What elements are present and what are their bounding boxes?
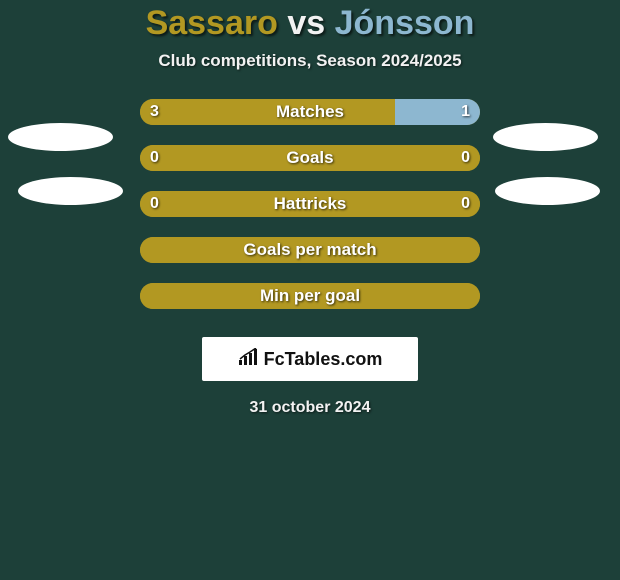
- bar-track: [140, 283, 480, 309]
- bar-left-fill: [140, 191, 480, 217]
- bar-track: [140, 237, 480, 263]
- chart-icon: [238, 348, 260, 371]
- title-vs: vs: [287, 4, 325, 42]
- page-title: Sassaro vs Jónsson: [0, 4, 620, 43]
- bar-track: [140, 99, 480, 125]
- decorative-ellipse: [493, 123, 598, 151]
- stat-row: Min per goal: [0, 283, 620, 329]
- comparison-card: Sassaro vs Jónsson Club competitions, Se…: [0, 0, 620, 580]
- decorative-ellipse: [18, 177, 123, 205]
- stat-value-left: 0: [150, 191, 159, 217]
- bar-left-fill: [140, 99, 395, 125]
- decorative-ellipse: [495, 177, 600, 205]
- stat-value-right: 1: [461, 99, 470, 125]
- bar-left-fill: [140, 283, 480, 309]
- brand-box: FcTables.com: [202, 337, 418, 381]
- stat-value-right: 0: [461, 191, 470, 217]
- bar-track: [140, 191, 480, 217]
- title-player1: Sassaro: [146, 4, 278, 42]
- stat-row: Goals per match: [0, 237, 620, 283]
- title-player2: Jónsson: [335, 4, 475, 42]
- decorative-ellipse: [8, 123, 113, 151]
- bar-left-fill: [140, 237, 480, 263]
- stat-value-right: 0: [461, 145, 470, 171]
- subtitle: Club competitions, Season 2024/2025: [0, 51, 620, 71]
- brand-text: FcTables.com: [264, 349, 383, 370]
- bar-track: [140, 145, 480, 171]
- date-line: 31 october 2024: [0, 399, 620, 417]
- stat-value-left: 3: [150, 99, 159, 125]
- stat-value-left: 0: [150, 145, 159, 171]
- bar-left-fill: [140, 145, 480, 171]
